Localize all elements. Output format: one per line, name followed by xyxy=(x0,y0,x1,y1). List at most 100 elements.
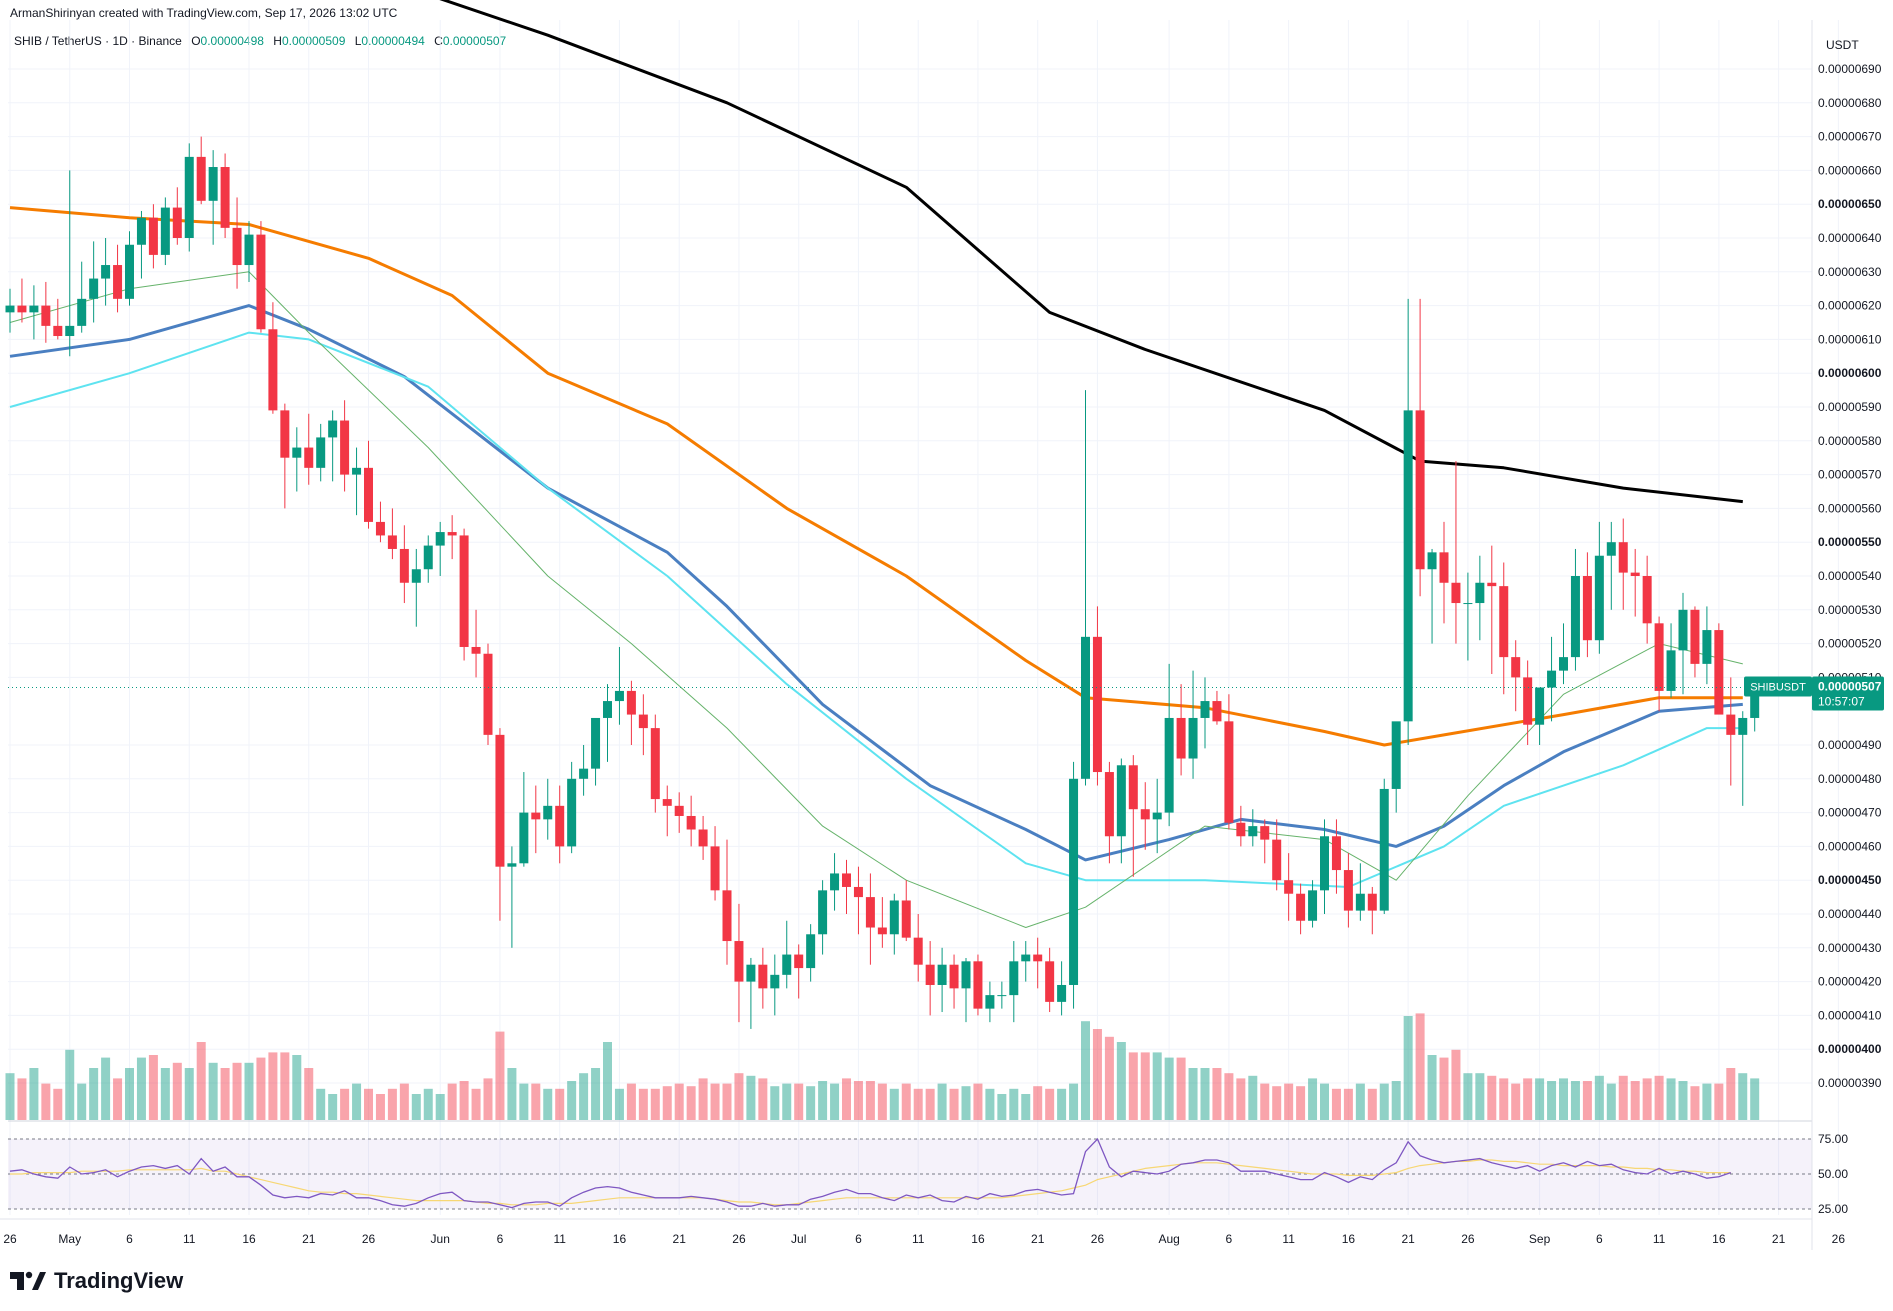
time-tick-label: 16 xyxy=(971,1232,985,1246)
volume-bar xyxy=(1033,1086,1043,1120)
volume-bar xyxy=(423,1088,433,1120)
candle-body xyxy=(1570,576,1580,658)
time-tick-label: Sep xyxy=(1529,1232,1551,1246)
volume-bar xyxy=(1296,1086,1306,1120)
time-tick-label: 6 xyxy=(855,1232,862,1246)
candle-body xyxy=(1511,657,1521,678)
volume-bar xyxy=(89,1068,99,1120)
volume-bar xyxy=(567,1081,577,1120)
tradingview-logo-icon xyxy=(10,1271,46,1290)
time-tick-label: Aug xyxy=(1158,1232,1179,1246)
volume-bar xyxy=(196,1042,206,1120)
time-tick-label: 16 xyxy=(1712,1232,1726,1246)
price-tick-label: 0.00000550 xyxy=(1818,535,1882,549)
rsi-tick-label: 50.00 xyxy=(1818,1167,1848,1181)
candle-body xyxy=(1666,650,1676,691)
time-axis[interactable]: 26 May 6 11 16 21 26 Jun 6 11 16 21 26 Jul 6 11 16 21 26 Au… xyxy=(0,1218,1845,1246)
candle-body xyxy=(853,886,863,898)
candle-body xyxy=(184,156,194,238)
volume-bar xyxy=(447,1083,457,1120)
candle-body xyxy=(399,548,409,583)
candle-body xyxy=(1069,778,1079,985)
candle-body xyxy=(1296,893,1306,921)
time-tick-label: 16 xyxy=(1342,1232,1356,1246)
candle-body xyxy=(567,778,577,847)
volume-bar xyxy=(674,1083,684,1120)
volume-bar xyxy=(818,1081,828,1120)
price-tick-label: 0.00000480 xyxy=(1818,772,1882,786)
volume-bar xyxy=(1618,1075,1628,1120)
volume-bar xyxy=(1092,1029,1102,1120)
tradingview-logo[interactable]: TradingView xyxy=(10,1268,183,1294)
candle-body xyxy=(1523,677,1533,725)
candle-body xyxy=(53,325,63,337)
candle-body xyxy=(280,410,290,458)
time-tick-label: 21 xyxy=(1031,1232,1045,1246)
candle-body xyxy=(1451,582,1461,604)
volume-bar xyxy=(1284,1083,1294,1120)
time-tick-label: 6 xyxy=(1226,1232,1233,1246)
volume-bar xyxy=(1403,1016,1413,1120)
time-tick-label: 26 xyxy=(1461,1232,1475,1246)
time-tick-label: 26 xyxy=(3,1232,17,1246)
candle-body xyxy=(674,805,684,816)
candle-body xyxy=(1200,701,1210,718)
volume-bar xyxy=(650,1088,660,1120)
volume-bar xyxy=(603,1042,612,1120)
time-tick-label: May xyxy=(58,1232,81,1246)
candle-body xyxy=(1750,687,1760,718)
volume-bar xyxy=(1535,1078,1545,1120)
candle-body xyxy=(495,734,505,867)
price-axis[interactable]: 0.00000690 0.00000680 0.00000670 0.00000660… xyxy=(1811,20,1882,1250)
candle-body xyxy=(364,467,373,522)
volume-bar xyxy=(29,1068,39,1120)
candle-body xyxy=(220,167,230,228)
symbol-title[interactable]: SHIB / TetherUS · 1D · Binance xyxy=(14,34,182,48)
price-tick-label: 0.00000520 xyxy=(1818,637,1882,651)
candle-body xyxy=(1678,609,1688,651)
price-tick-label: 0.00000670 xyxy=(1818,130,1882,144)
price-tick-label: 0.00000420 xyxy=(1818,975,1882,989)
candle-body xyxy=(1690,609,1700,664)
volume-bar xyxy=(1164,1057,1174,1120)
volume-bar xyxy=(1475,1073,1485,1120)
candle-body xyxy=(865,897,875,928)
candle-body xyxy=(1726,714,1736,735)
price-tick-label: 0.00000640 xyxy=(1818,231,1882,245)
volume-bar xyxy=(1104,1036,1114,1120)
volume-bar xyxy=(543,1088,553,1120)
volume-bar xyxy=(41,1083,51,1120)
price-tick-label: 0.00000620 xyxy=(1818,299,1882,313)
time-tick-label: 26 xyxy=(362,1232,376,1246)
candle-body xyxy=(1152,812,1162,820)
time-tick-label: 6 xyxy=(126,1232,133,1246)
candle-body xyxy=(304,447,314,468)
volume-bar xyxy=(1738,1073,1748,1120)
candle-body xyxy=(842,873,851,887)
volume-bar xyxy=(1379,1083,1389,1120)
time-tick-label: Jun xyxy=(431,1232,450,1246)
time-tick-label: 6 xyxy=(497,1232,504,1246)
volume-bar xyxy=(316,1088,326,1120)
candle-body xyxy=(232,227,242,266)
candle-body xyxy=(1331,836,1341,871)
candle-body xyxy=(113,265,123,299)
volume-bar xyxy=(1499,1078,1509,1120)
volume-bar xyxy=(1045,1088,1055,1120)
volume-bar xyxy=(1236,1078,1246,1120)
candle-body xyxy=(973,961,983,1009)
volume-bar xyxy=(1750,1078,1760,1120)
volume-bar xyxy=(268,1052,278,1120)
candle-body xyxy=(519,812,529,864)
candle-body xyxy=(1379,788,1389,911)
candle-body xyxy=(1594,555,1604,641)
tradingview-logo-text: TradingView xyxy=(54,1268,184,1293)
candles xyxy=(5,136,1760,1029)
price-tick-label: 0.00000580 xyxy=(1818,434,1882,448)
volume-bar xyxy=(256,1057,266,1120)
candle-body xyxy=(1188,717,1198,759)
volume-bar xyxy=(1260,1083,1270,1120)
candle-body xyxy=(160,207,170,255)
volume-bar xyxy=(973,1083,983,1120)
